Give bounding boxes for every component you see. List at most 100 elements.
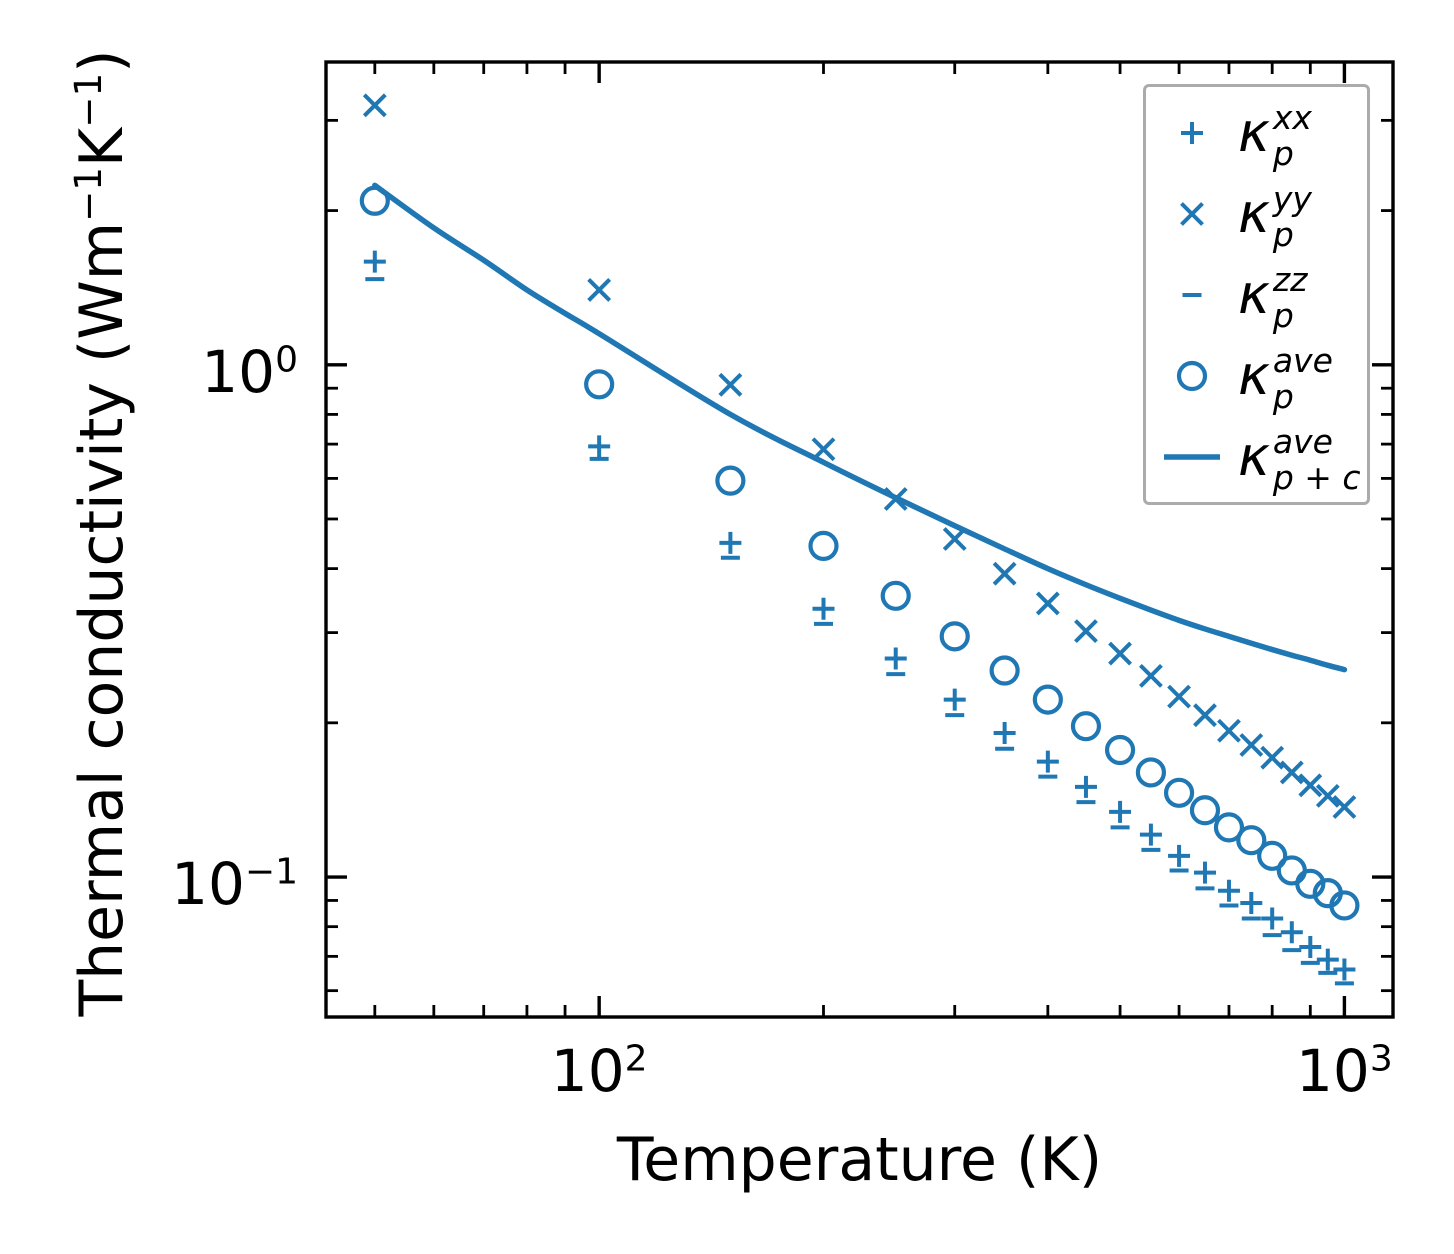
- kappa-symbol: κ: [1238, 262, 1270, 326]
- data-marker-x: [1108, 641, 1132, 666]
- data-marker-plus: [1280, 921, 1303, 944]
- kappa-symbol: κ: [1238, 100, 1270, 164]
- data-marker-plus: [943, 688, 966, 711]
- data-marker-plus: [812, 597, 835, 620]
- x-tick-label: 102: [550, 1037, 648, 1105]
- x-tick-label: 103: [1296, 1037, 1393, 1105]
- legend-item-kappa-ave: κ ave p: [1156, 336, 1367, 415]
- kappa-sup: xx: [1272, 98, 1312, 137]
- data-marker-x: [718, 372, 743, 397]
- data-marker-x: [1315, 783, 1340, 808]
- data-marker-plus: [1168, 844, 1191, 867]
- x-axis-label: Temperature (K): [616, 1125, 1103, 1195]
- data-marker-circle: [1276, 855, 1307, 886]
- data-marker-circle: [1070, 711, 1102, 742]
- kappa-sub: p: [1272, 215, 1294, 254]
- plus-marker-icon: [1181, 121, 1203, 144]
- data-marker-plus: [1316, 948, 1339, 971]
- data-marker-plus: [1139, 823, 1162, 846]
- y-axis-label-sup1: −1: [66, 167, 110, 222]
- data-marker-circle: [1189, 795, 1221, 826]
- data-marker-circle: [1329, 890, 1360, 921]
- y-axis-label-text: Thermal conductivity (Wm: [67, 221, 137, 1017]
- circle-marker-icon: [1176, 360, 1208, 391]
- y-tick-label: 10−1: [171, 850, 298, 919]
- kappa-subsup: ave p + c: [1273, 425, 1361, 494]
- plot-spines: [324, 60, 1395, 1019]
- legend-label: κ zz p: [1238, 260, 1308, 332]
- data-marker-plus: [1217, 879, 1240, 902]
- y-axis-label-text2: K: [67, 127, 137, 168]
- data-marker-circle: [880, 580, 911, 611]
- data-marker-plus: [588, 435, 611, 458]
- data-marker-x: [1035, 591, 1060, 616]
- data-marker-plus: [1193, 861, 1216, 884]
- kappa-subsup: zz p: [1273, 263, 1308, 332]
- data-marker-x: [1332, 795, 1357, 819]
- kappa-sub: p: [1272, 134, 1294, 173]
- data-marker-plus: [1181, 121, 1203, 144]
- legend-label: κ ave p + c: [1238, 422, 1361, 494]
- data-marker-circle: [715, 465, 746, 496]
- kappa-symbol: κ: [1238, 181, 1270, 245]
- series-kappa_p_ave: [359, 185, 1360, 921]
- minus-marker-icon: [1182, 292, 1202, 297]
- data-marker-circle: [1236, 825, 1267, 856]
- y-axis-label: Thermal conductivity (Wm−1K−1): [41, 0, 137, 1133]
- kappa-sub: p + c: [1272, 458, 1361, 497]
- kappa-sup: yy: [1272, 179, 1312, 218]
- kappa-sup: zz: [1272, 260, 1308, 299]
- data-marker-x: [1298, 773, 1323, 798]
- data-marker-plus: [1299, 936, 1322, 959]
- series-line-kappa_p_plus_c_ave: [372, 182, 1348, 673]
- data-marker-plus: [993, 722, 1016, 745]
- line-marker-icon: [1164, 453, 1220, 460]
- data-marker-plus: [1109, 800, 1132, 823]
- kappa-subsup: xx p: [1273, 101, 1312, 170]
- series-kappa_p_xx: [363, 250, 1356, 981]
- data-marker-circle: [1176, 360, 1208, 391]
- data-marker-x: [587, 278, 612, 302]
- kappa-symbol: κ: [1238, 424, 1270, 488]
- data-marker-plus: [884, 647, 907, 670]
- data-marker-circle: [1213, 812, 1245, 843]
- kappa-sup: ave: [1272, 422, 1333, 461]
- kappa-sub: p: [1272, 296, 1294, 335]
- data-marker-x: [1167, 684, 1191, 709]
- data-marker-plus: [1240, 891, 1263, 914]
- kappa-subsup: ave p: [1273, 344, 1333, 413]
- legend-item-kappa-xx: κ xx p: [1156, 93, 1367, 172]
- series-kappa_p_yy: [362, 93, 1357, 819]
- legend-label: κ ave p: [1238, 341, 1333, 413]
- data-marker-circle: [1295, 868, 1326, 899]
- kappa-sup: ave: [1272, 341, 1333, 380]
- data-marker-x: [1217, 718, 1241, 743]
- data-marker-x: [362, 93, 387, 118]
- kappa-subsup: yy p: [1273, 182, 1312, 251]
- data-marker-plus: [1333, 958, 1356, 981]
- legend-item-kappa-zz: κ zz p: [1156, 255, 1367, 334]
- data-marker-circle: [1032, 684, 1063, 715]
- data-marker-circle: [1135, 757, 1167, 788]
- kappa-sub: p: [1272, 377, 1294, 416]
- data-marker-plus: [1074, 775, 1097, 798]
- data-marker-plus: [363, 250, 386, 273]
- data-marker-x: [1180, 201, 1204, 226]
- data-marker-plus: [1261, 907, 1284, 930]
- data-marker-x: [1239, 733, 1264, 757]
- data-marker-plus: [719, 531, 742, 554]
- data-marker-circle: [939, 621, 970, 652]
- series-kappa_p_zz: [365, 277, 1354, 986]
- data-marker-circle: [1104, 734, 1136, 766]
- kappa-symbol: κ: [1238, 343, 1270, 407]
- data-marker-circle: [1257, 840, 1288, 871]
- legend-label: κ yy p: [1238, 179, 1312, 251]
- data-marker-circle: [808, 530, 839, 561]
- data-marker-x: [992, 561, 1017, 586]
- data-marker-x: [1260, 745, 1285, 770]
- data-marker-circle: [584, 369, 615, 400]
- data-marker-plus: [1036, 750, 1059, 773]
- data-marker-circle: [989, 655, 1020, 686]
